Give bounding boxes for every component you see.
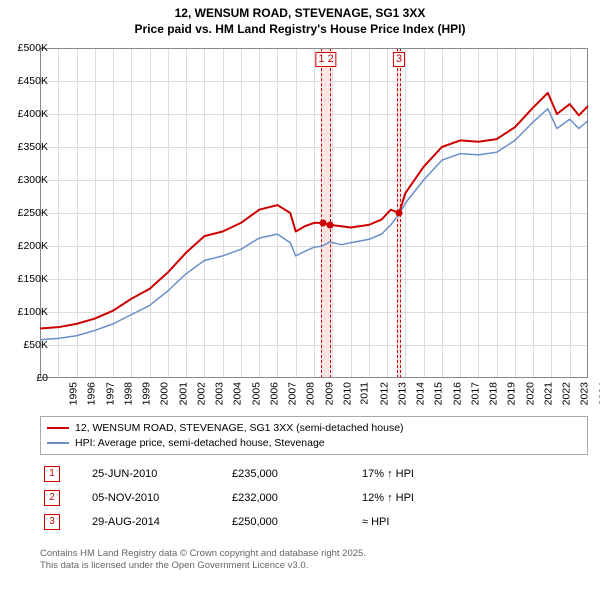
sale-index-box: 3 — [44, 514, 60, 530]
x-tick-label: 2017 — [469, 382, 481, 405]
x-tick-label: 1999 — [140, 382, 152, 405]
sale-index-box: 1 — [44, 466, 60, 482]
sale-date: 05-NOV-2010 — [92, 492, 232, 504]
x-tick-label: 2014 — [414, 382, 426, 405]
x-tick-label: 2007 — [287, 382, 299, 405]
attribution: Contains HM Land Registry data © Crown c… — [40, 548, 366, 573]
sale-index-box: 2 — [44, 490, 60, 506]
x-tick-label: 2022 — [561, 382, 573, 405]
sale-date: 29-AUG-2014 — [92, 516, 232, 528]
x-tick-label: 2019 — [506, 382, 518, 405]
x-tick-label: 1995 — [67, 382, 79, 405]
y-tick-label: £350K — [18, 141, 48, 153]
y-tick-label: £450K — [18, 75, 48, 87]
y-tick-label: £400K — [18, 108, 48, 120]
legend-label: 12, WENSUM ROAD, STEVENAGE, SG1 3XX (sem… — [75, 421, 404, 436]
y-tick-label: £300K — [18, 174, 48, 186]
sale-marker — [396, 210, 403, 217]
x-tick-label: 2016 — [451, 382, 463, 405]
x-tick-label: 2021 — [542, 382, 554, 405]
x-tick-label: 2006 — [268, 382, 280, 405]
x-tick-label: 2001 — [177, 382, 189, 405]
x-tick-label: 1996 — [86, 382, 98, 405]
sales-row: 1 25-JUN-2010 £235,000 17% ↑ HPI — [40, 462, 588, 486]
y-tick-label: £500K — [18, 42, 48, 54]
x-tick-label: 2018 — [487, 382, 499, 405]
chart-title: 12, WENSUM ROAD, STEVENAGE, SG1 3XX Pric… — [0, 0, 600, 37]
x-tick-label: 2013 — [396, 382, 408, 405]
title-line2: Price paid vs. HM Land Registry's House … — [0, 22, 600, 38]
y-tick-label: £50K — [23, 339, 48, 351]
x-tick-label: 2023 — [579, 382, 591, 405]
legend-item: HPI: Average price, semi-detached house,… — [47, 436, 581, 451]
x-tick-label: 2011 — [359, 382, 371, 405]
sale-hpi-delta: 12% ↑ HPI — [362, 492, 588, 504]
sale-hpi-delta: ≈ HPI — [362, 516, 588, 528]
y-tick-label: £250K — [18, 207, 48, 219]
x-tick-label: 2002 — [195, 382, 207, 405]
sale-price: £232,000 — [232, 492, 362, 504]
legend-swatch — [47, 427, 69, 429]
x-tick-label: 2010 — [341, 382, 353, 405]
x-tick-label: 2015 — [433, 382, 445, 405]
sales-row: 2 05-NOV-2010 £232,000 12% ↑ HPI — [40, 486, 588, 510]
legend-label: HPI: Average price, semi-detached house,… — [75, 436, 325, 451]
sale-hpi-delta: 17% ↑ HPI — [362, 468, 588, 480]
x-tick-label: 2004 — [232, 382, 244, 405]
y-tick-label: £0 — [36, 372, 48, 384]
y-tick-label: £200K — [18, 240, 48, 252]
sale-date: 25-JUN-2010 — [92, 468, 232, 480]
x-tick-label: 2020 — [524, 382, 536, 405]
x-tick-label: 2008 — [305, 382, 317, 405]
x-tick-label: 1997 — [104, 382, 116, 405]
sale-marker — [319, 219, 326, 226]
legend-swatch — [47, 442, 69, 444]
sale-price: £235,000 — [232, 468, 362, 480]
sale-price: £250,000 — [232, 516, 362, 528]
x-tick-label: 2009 — [323, 382, 335, 405]
y-tick-label: £150K — [18, 273, 48, 285]
chart-series — [40, 48, 588, 378]
x-tick-label: 2000 — [159, 382, 171, 405]
legend: 12, WENSUM ROAD, STEVENAGE, SG1 3XX (sem… — [40, 416, 588, 455]
x-tick-label: 2003 — [213, 382, 225, 405]
attribution-line2: This data is licensed under the Open Gov… — [40, 560, 366, 572]
sale-marker — [326, 221, 333, 228]
sales-row: 3 29-AUG-2014 £250,000 ≈ HPI — [40, 510, 588, 534]
x-tick-label: 2005 — [250, 382, 262, 405]
attribution-line1: Contains HM Land Registry data © Crown c… — [40, 548, 366, 560]
series-price_paid — [40, 93, 588, 329]
x-tick-label: 1998 — [122, 382, 134, 405]
x-tick-label: 2012 — [378, 382, 390, 405]
legend-item: 12, WENSUM ROAD, STEVENAGE, SG1 3XX (sem… — [47, 421, 581, 436]
sales-table: 1 25-JUN-2010 £235,000 17% ↑ HPI 2 05-NO… — [40, 462, 588, 534]
y-tick-label: £100K — [18, 306, 48, 318]
title-line1: 12, WENSUM ROAD, STEVENAGE, SG1 3XX — [0, 6, 600, 22]
